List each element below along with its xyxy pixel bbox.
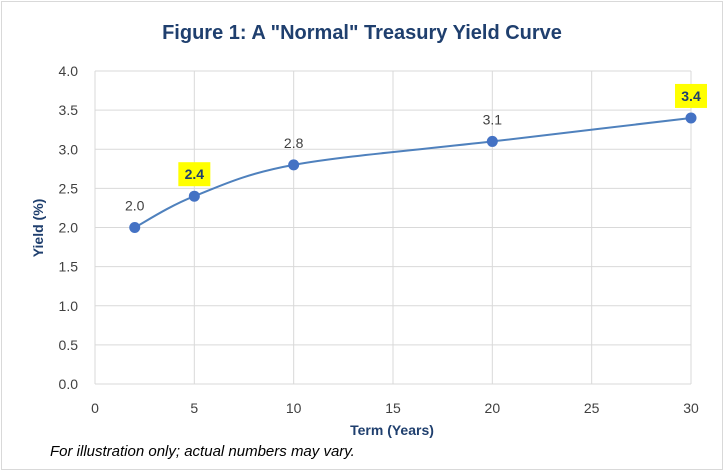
y-tick-label: 1.5 [59, 259, 79, 275]
data-point [188, 190, 200, 202]
y-tick-label: 1.0 [59, 298, 79, 314]
footnote: For illustration only; actual numbers ma… [50, 443, 355, 460]
x-tick-label: 10 [286, 400, 302, 416]
data-label: 3.1 [483, 111, 503, 127]
data-label: 2.4 [185, 166, 205, 182]
x-axis-ticks: 0 5 10 15 20 25 30 [91, 400, 699, 416]
data-labels: 2.0 2.4 2.8 3.1 3.4 [125, 83, 707, 214]
label-highlight [675, 83, 707, 108]
x-tick-label: 5 [190, 400, 198, 416]
y-tick-label: 3.0 [59, 141, 79, 157]
chart-title: Figure 1: A "Normal" Treasury Yield Curv… [162, 22, 562, 44]
x-tick-label: 30 [683, 400, 699, 416]
data-label: 2.0 [125, 198, 145, 214]
data-point [129, 222, 141, 233]
x-tick-label: 20 [485, 400, 501, 416]
y-tick-label: 0.0 [59, 376, 79, 392]
y-tick-label: 3.5 [59, 102, 79, 118]
x-tick-label: 15 [385, 400, 401, 416]
gridlines [94, 70, 692, 385]
data-point [288, 159, 300, 171]
y-tick-label: 2.5 [59, 180, 79, 196]
y-axis-title: Yield (%) [30, 199, 46, 258]
data-label: 2.8 [284, 135, 304, 151]
series-line [134, 116, 692, 229]
y-tick-label: 2.0 [59, 220, 79, 236]
label-highlight [178, 162, 211, 187]
x-tick-label: 25 [584, 400, 600, 416]
data-point [685, 112, 697, 124]
data-label: 3.4 [681, 88, 701, 104]
x-tick-label: 0 [91, 400, 99, 416]
x-axis-title: Term (Years) [350, 422, 434, 438]
data-point [486, 135, 498, 147]
y-tick-label: 4.0 [59, 63, 79, 79]
y-tick-label: 0.5 [59, 337, 79, 353]
data-points [129, 112, 697, 233]
y-axis-ticks: 0.0 0.5 1.0 1.5 2.0 2.5 3.0 3.5 4.0 [59, 63, 79, 392]
